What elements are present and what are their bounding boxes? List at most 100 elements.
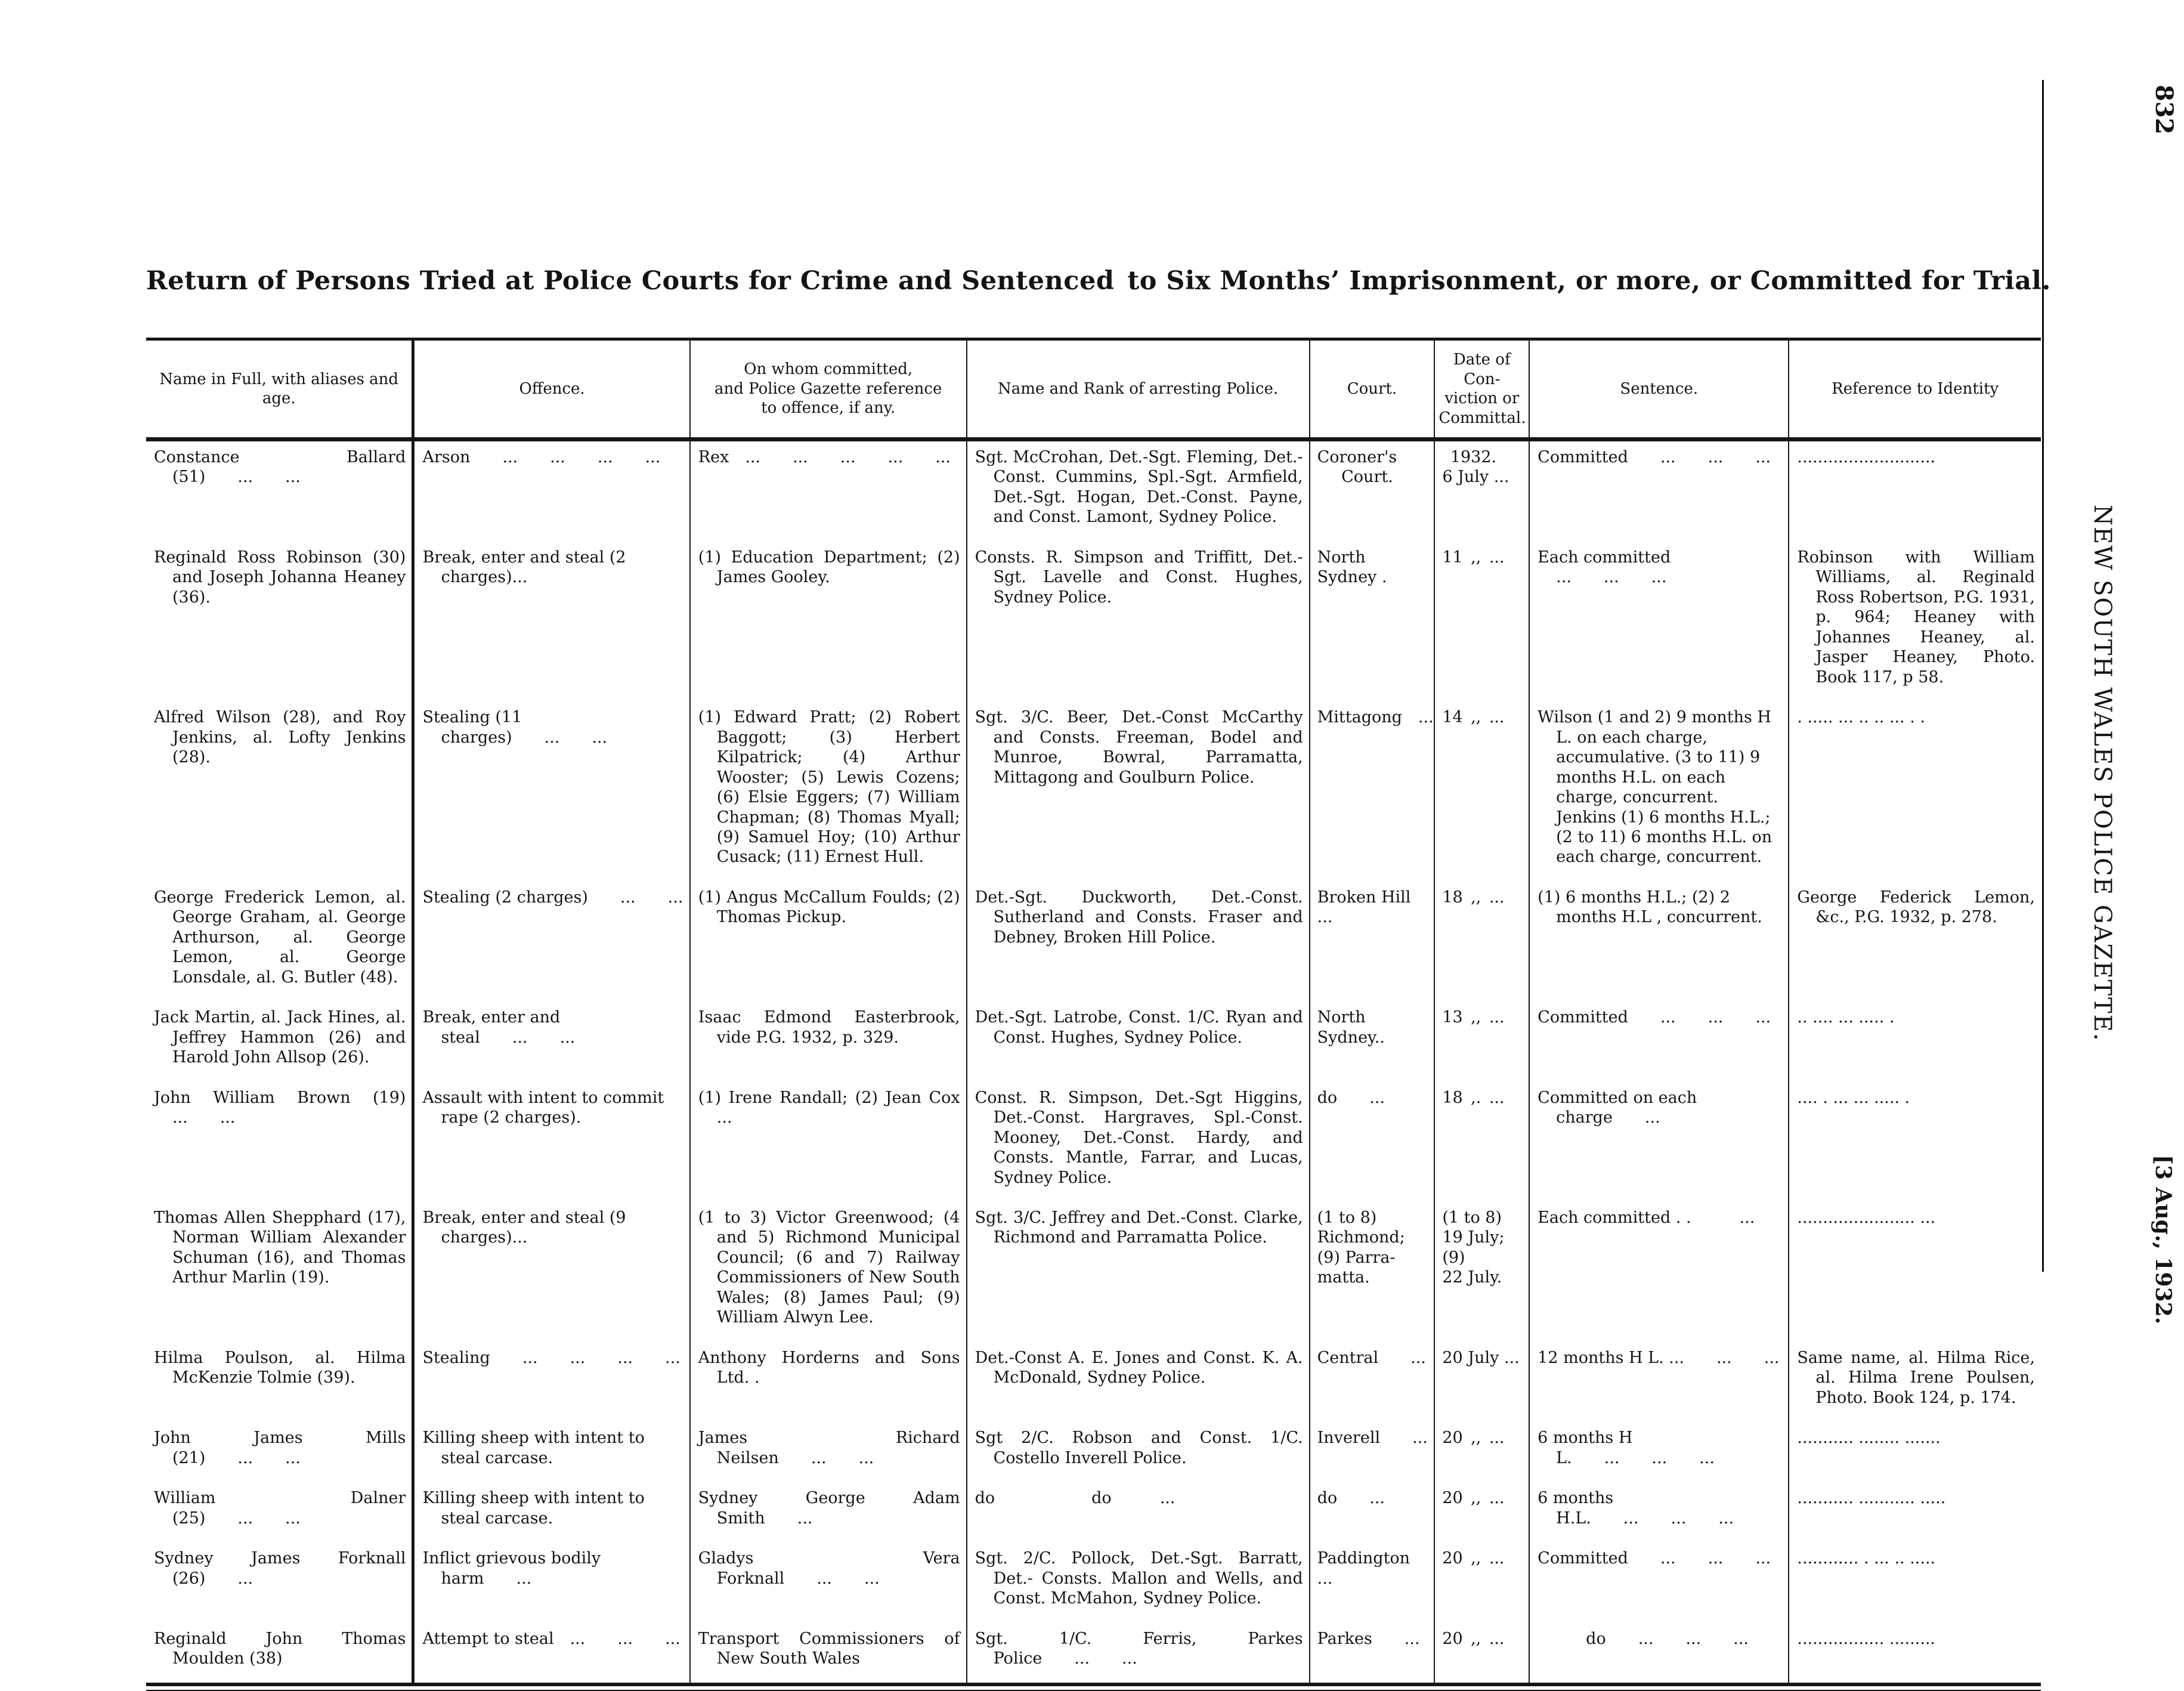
cell-on-whom: James Richard Neilsen ... ...: [689, 1422, 967, 1483]
cell-sentence: Committed ... ... ...: [1529, 1542, 1789, 1623]
cell-police: Sgt. 1/C. Ferris, Parkes Police ... ...: [966, 1622, 1310, 1685]
table-row: Constance Ballard (51) ... ... Arson ... …: [146, 439, 2041, 542]
binding-rule: [2042, 80, 2044, 1272]
cell-police: Sgt. 3/C. Jeffrey and Det.-Const. Clarke…: [966, 1202, 1310, 1342]
cell-reference: ........... ........... .....: [1788, 1482, 2041, 1543]
cell-offence: Arson ... ... ... ...: [412, 439, 690, 542]
cell-date: 20 July ...: [1434, 1341, 1530, 1423]
cell-police: Const. R. Simpson, Det.-Sgt Higgins, Det…: [966, 1081, 1310, 1202]
column-header-arresting-police: Name and Rank of arresting Police.: [966, 339, 1310, 441]
cell-date: 20 ,, ...: [1434, 1422, 1530, 1483]
cell-reference: Robinson with William Williams, al. Regi…: [1788, 541, 2041, 702]
cell-reference: ........... ........ .......: [1788, 1422, 2041, 1483]
cell-sentence: Each committed . . ...: [1529, 1202, 1789, 1342]
cell-name: Constance Ballard (51) ... ...: [154, 448, 406, 487]
cell-police: do do ...: [966, 1482, 1310, 1543]
cell-offence: Killing sheep with intent to steal carca…: [412, 1482, 690, 1543]
cell-court: Inverell ...: [1308, 1422, 1435, 1483]
cell-offence: Attempt to steal ... ... ...: [412, 1622, 690, 1685]
cell-date: 1932. 6 July ...: [1434, 439, 1530, 542]
column-header-on-whom-committed: On whom committed, and Police Gazette re…: [689, 339, 967, 441]
cell-court: do ...: [1308, 1081, 1435, 1202]
cell-sentence: 6 months H L. ... ... ...: [1529, 1422, 1789, 1483]
cell-on-whom: (1) Education Department; (2) James Gool…: [689, 541, 967, 702]
cell-sentence: Committed on each charge ...: [1529, 1081, 1789, 1202]
table-row: Alfred Wilson (28), and Roy Jenkins, al.…: [146, 701, 2041, 882]
cell-date: 20 ,, ...: [1434, 1542, 1530, 1623]
table-row: George Frederick Lemon, al. George Graha…: [146, 881, 2041, 1002]
returns-table-wrap: Name in Full, with aliases and age. Offe…: [146, 338, 2041, 1691]
table-body: Constance Ballard (51) ... ... Arson ... …: [146, 439, 2041, 1685]
cell-reference: .. .... ... ..... .: [1788, 1001, 2041, 1082]
cell-sentence: Committed ... ... ...: [1529, 439, 1789, 542]
cell-date: 11 ,, ...: [1434, 541, 1530, 702]
cell-date: 14 ,, ...: [1434, 701, 1530, 882]
cell-offence: Break, enter and steal ... ...: [412, 1001, 690, 1082]
cell-name: Sydney James Forknall (26) ...: [154, 1549, 406, 1588]
cell-reference: ............ . ... .. .....: [1788, 1542, 2041, 1623]
cell-sentence: 6 months H.L. ... ... ...: [1529, 1482, 1789, 1543]
cell-court: Broken Hill ...: [1308, 881, 1435, 1002]
table-row: Thomas Allen Shepphard (17), Norman Will…: [146, 1202, 2041, 1342]
cell-offence: Stealing (11 charges) ... ...: [412, 701, 690, 882]
cell-sentence: (1) 6 months H.L.; (2) 2 months H.L , co…: [1529, 881, 1789, 1002]
cell-police: Det.-Const A. E. Jones and Const. K. A. …: [966, 1341, 1310, 1423]
table-row: Jack Martin, al. Jack Hines, al. Jeffrey…: [146, 1001, 2041, 1082]
cell-offence: Stealing (2 charges) ... ...: [412, 881, 690, 1002]
cell-name: John James Mills (21) ... ...: [154, 1429, 406, 1467]
cell-name: Alfred Wilson (28), and Roy Jenkins, al.…: [154, 708, 406, 767]
header-row: Name in Full, with aliases and age. Offe…: [146, 339, 2041, 441]
cell-on-whom: Anthony Horderns and Sons Ltd. .: [689, 1341, 967, 1423]
column-header-court: Court.: [1308, 339, 1435, 441]
cell-sentence: 12 months H L. ... ... ...: [1529, 1341, 1789, 1423]
column-header-name: Name in Full, with aliases and age.: [146, 339, 413, 441]
cell-police: Sgt. 2/C. Pollock, Det.-Sgt. Barratt, De…: [966, 1542, 1310, 1623]
cell-offence: Killing sheep with intent to steal carca…: [412, 1422, 690, 1483]
table-row: Hilma Poulson, al. Hilma McKenzie Tolmie…: [146, 1341, 2041, 1423]
table-row: Reginald John Thomas Moulden (38) Attempt…: [146, 1622, 2041, 1685]
cell-reference: ....................... ...: [1788, 1202, 2041, 1342]
cell-police: Consts. R. Simpson and Triffitt, Det.-Sg…: [966, 541, 1310, 702]
cell-sentence: do ... ... ...: [1529, 1622, 1789, 1685]
cell-date: 20 ,, ...: [1434, 1482, 1530, 1543]
page-title: Return of Persons Tried at Police Courts…: [146, 266, 2051, 296]
cell-offence: Inflict grievous bodily harm ...: [412, 1542, 690, 1623]
cell-court: Central ...: [1308, 1341, 1435, 1423]
cell-sentence: Wilson (1 and 2) 9 months H L. on each c…: [1529, 701, 1789, 882]
table-row: William Dalner (25) ... ... Killing sheep…: [146, 1482, 2041, 1543]
journal-title-vertical: NEW SOUTH WALES POLICE GAZETTE.: [2089, 505, 2116, 1042]
cell-name: Hilma Poulson, al. Hilma McKenzie Tolmie…: [154, 1348, 406, 1387]
cell-reference: ...........................: [1788, 439, 2041, 542]
cell-police: Det.-Sgt. Duckworth, Det.-Const. Sutherl…: [966, 881, 1310, 1002]
cell-sentence: Each committed ... ... ...: [1529, 541, 1789, 702]
cell-reference: . ..... ... .. .. ... . .: [1788, 701, 2041, 882]
column-header-offence: Offence.: [412, 339, 690, 441]
cell-name: Reginald Ross Robinson (30) and Joseph J…: [154, 548, 406, 607]
table-row: John William Brown (19) ... ... Assault w…: [146, 1081, 2041, 1202]
cell-court: North Sydney .: [1308, 541, 1435, 702]
cell-on-whom: (1 to 3) Victor Greenwood; (4 and 5) Ric…: [689, 1202, 967, 1342]
cell-offence: Break, enter and steal (9 charges)...: [412, 1202, 690, 1342]
cell-name: Reginald John Thomas Moulden (38): [154, 1629, 406, 1668]
cell-court: North Sydney..: [1308, 1001, 1435, 1082]
cell-offence: Stealing ... ... ... ...: [412, 1341, 690, 1423]
cell-court: Coroner's Court.: [1308, 439, 1435, 542]
cell-reference: .... . ... ... ..... .: [1788, 1081, 2041, 1202]
table-row: John James Mills (21) ... ... Killing she…: [146, 1422, 2041, 1483]
cell-reference: ................. .........: [1788, 1622, 2041, 1685]
cell-on-whom: Transport Commissioners of New South Wal…: [689, 1622, 967, 1685]
cell-name: Jack Martin, al. Jack Hines, al. Jeffrey…: [154, 1008, 406, 1067]
column-header-sentence: Sentence.: [1529, 339, 1789, 441]
cell-name: George Frederick Lemon, al. George Graha…: [154, 888, 406, 987]
cell-name: John William Brown (19) ... ...: [154, 1088, 406, 1127]
cell-date: 20 ,, ...: [1434, 1622, 1530, 1685]
issue-date-vertical: [3 Aug., 1932.: [2151, 1155, 2176, 1325]
cell-police: Sgt. McCrohan, Det.-Sgt. Fleming, Det.-C…: [966, 439, 1310, 542]
cell-court: (1 to 8) Richmond; (9) Parra- matta.: [1308, 1202, 1435, 1342]
cell-name: Thomas Allen Shepphard (17), Norman Will…: [154, 1208, 406, 1287]
column-header-reference: Reference to Identity: [1788, 339, 2041, 441]
cell-police: Sgt. 3/C. Beer, Det.-Const McCarthy and …: [966, 701, 1310, 882]
cell-date: 18 ,. ...: [1434, 1081, 1530, 1202]
cell-on-whom: (1) Edward Pratt; (2) Robert Baggott; (3…: [689, 701, 967, 882]
cell-police: Det.-Sgt. Latrobe, Const. 1/C. Ryan and …: [966, 1001, 1310, 1082]
